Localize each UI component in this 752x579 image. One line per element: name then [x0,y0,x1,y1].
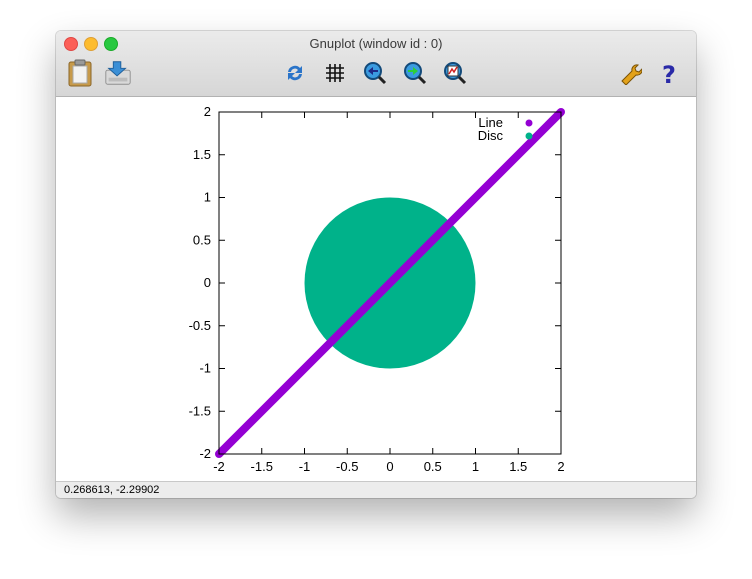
x-tick-label: 2 [557,459,564,474]
legend-marker [525,132,533,140]
x-tick-label: -2 [213,459,225,474]
copy-to-clipboard-button[interactable] [65,58,95,88]
y-tick-label: -0.5 [189,318,211,333]
autoscale-button[interactable] [440,58,470,88]
help-icon: ? [662,61,676,86]
y-tick-label: 2 [204,104,211,119]
window-title: Gnuplot (window id : 0) [309,36,443,51]
replot-button[interactable] [280,58,310,88]
wrench-icon [621,64,642,85]
status-bar: 0.268613, -2.29902 [56,481,696,498]
clipboard-icon [68,59,92,87]
x-tick-label: -1 [299,459,311,474]
toggle-grid-button[interactable] [320,58,350,88]
x-tick-label: -0.5 [336,459,358,474]
plot-canvas[interactable]: -2 -1.5 -1 -0.5 0 0.5 1 1.5 2 2 1.5 1 0.5 0 -0.5 -1 -1.5… [56,97,696,481]
svg-text:?: ? [662,61,676,86]
x-tick-label: 1.5 [509,459,527,474]
replot-icon [288,65,302,81]
y-tick-label: 1.5 [193,147,211,162]
y-tick-label: 1 [204,190,211,205]
plot-svg: -2 -1.5 -1 -0.5 0 0.5 1 1.5 2 2 1.5 1 0.5 0 -0.5 -1 -1.5… [189,104,565,474]
zoom-window-button[interactable] [104,37,118,51]
y-tick-label: 0.5 [193,232,211,247]
minimize-window-button[interactable] [84,37,98,51]
y-tick-label: -1 [199,361,211,376]
title-bar: Gnuplot (window id : 0) [56,31,696,97]
gnuplot-window: Gnuplot (window id : 0) [56,31,696,498]
y-tick-label: 0 [204,275,211,290]
x-tick-label: 0.5 [424,459,442,474]
preferences-button[interactable] [615,58,645,88]
help-button[interactable]: ? [655,58,685,88]
x-tick-label: 1 [472,459,479,474]
legend-label: Disc [478,128,504,143]
legend-marker [525,119,533,127]
previous-zoom-button[interactable] [360,58,390,88]
x-tick-label: 0 [386,459,393,474]
export-icon [105,61,131,85]
next-zoom-button[interactable] [400,58,430,88]
close-window-button[interactable] [64,37,78,51]
y-tick-label: -2 [199,446,211,461]
export-button[interactable] [103,58,133,88]
zoom-next-icon [404,62,427,85]
zoom-autoscale-icon [444,62,467,85]
zoom-previous-icon [364,62,387,85]
mouse-coordinates: 0.268613, -2.29902 [64,484,160,496]
y-tick-label: -1.5 [189,403,211,418]
grid-icon [326,64,344,82]
line-series [215,108,565,458]
legend-label: Line [478,115,503,130]
x-tick-label: -1.5 [251,459,273,474]
